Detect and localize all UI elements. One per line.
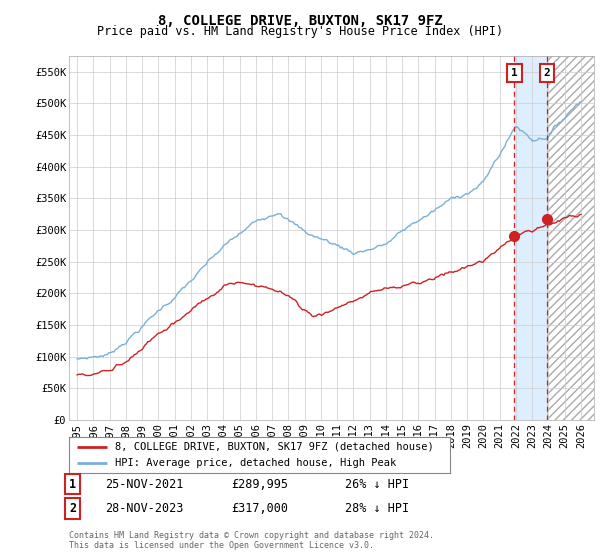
Text: 8, COLLEGE DRIVE, BUXTON, SK17 9FZ: 8, COLLEGE DRIVE, BUXTON, SK17 9FZ bbox=[158, 14, 442, 28]
Text: 8, COLLEGE DRIVE, BUXTON, SK17 9FZ (detached house): 8, COLLEGE DRIVE, BUXTON, SK17 9FZ (deta… bbox=[115, 442, 433, 451]
Text: £289,995: £289,995 bbox=[231, 478, 288, 491]
Text: 28% ↓ HPI: 28% ↓ HPI bbox=[345, 502, 409, 515]
Text: £317,000: £317,000 bbox=[231, 502, 288, 515]
Text: 1: 1 bbox=[69, 478, 76, 491]
Text: 25-NOV-2021: 25-NOV-2021 bbox=[105, 478, 184, 491]
Text: 26% ↓ HPI: 26% ↓ HPI bbox=[345, 478, 409, 491]
Text: 2: 2 bbox=[544, 68, 550, 78]
Text: 28-NOV-2023: 28-NOV-2023 bbox=[105, 502, 184, 515]
Text: Contains HM Land Registry data © Crown copyright and database right 2024.
This d: Contains HM Land Registry data © Crown c… bbox=[69, 531, 434, 550]
Text: Price paid vs. HM Land Registry's House Price Index (HPI): Price paid vs. HM Land Registry's House … bbox=[97, 25, 503, 38]
Text: 1: 1 bbox=[511, 68, 518, 78]
Bar bbox=[547, 56, 594, 420]
Text: 2: 2 bbox=[69, 502, 76, 515]
Bar bbox=[514, 56, 547, 420]
Text: HPI: Average price, detached house, High Peak: HPI: Average price, detached house, High… bbox=[115, 459, 396, 468]
